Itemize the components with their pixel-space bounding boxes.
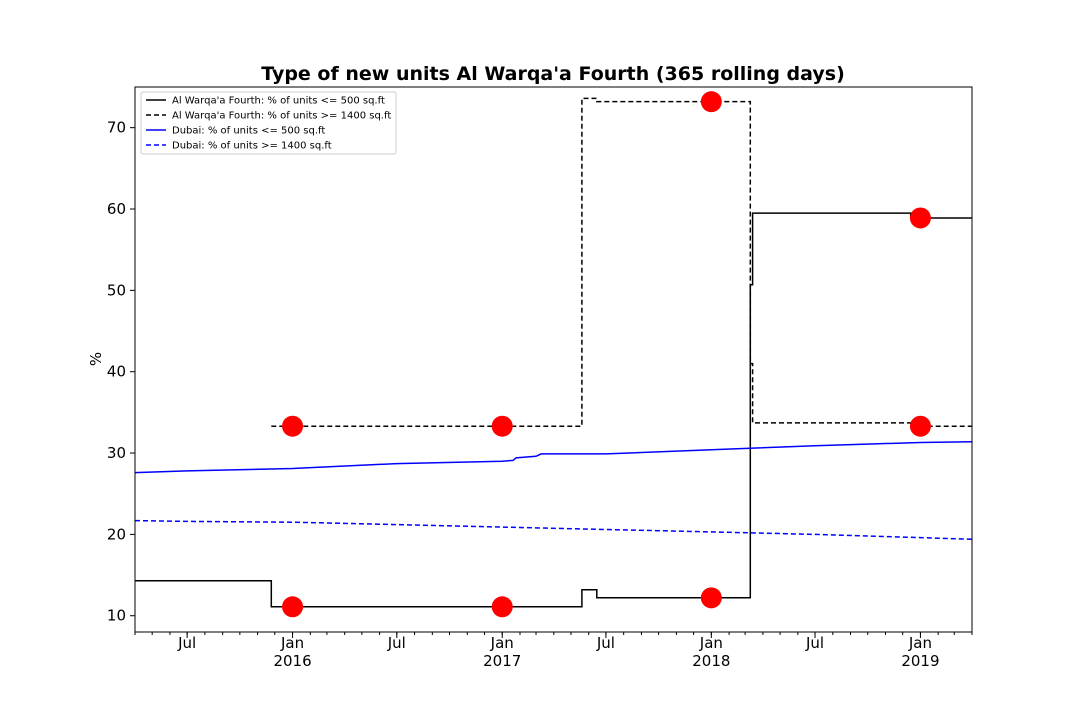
- legend-box: [140, 91, 397, 155]
- legend-label: Dubai: % of units >= 1400 sq.ft: [172, 141, 332, 152]
- data-marker: [909, 415, 931, 437]
- series-line-4: [134, 519, 973, 541]
- series-line-3: [134, 440, 973, 474]
- data-marker: [491, 596, 513, 618]
- series-line-1: [135, 212, 972, 608]
- legend: Al Warqa'a Fourth: % of units <= 500 sq.…: [140, 91, 397, 155]
- x-tick-label: Jan: [908, 634, 932, 652]
- y-axis: 10 20 30 40 50 60 70: [107, 119, 135, 625]
- data-marker: [700, 91, 722, 113]
- x-tick-label: Jul: [596, 634, 615, 652]
- y-tick-label: 40: [107, 363, 126, 381]
- y-tick-label: 30: [107, 444, 126, 462]
- x-tick-label: Jul: [177, 634, 196, 652]
- x-tick-label: Jul: [387, 634, 406, 652]
- y-tick-label: 20: [107, 525, 126, 543]
- y-tick-label: 60: [107, 200, 126, 218]
- plot-frame: [134, 86, 973, 633]
- data-marker: [491, 415, 513, 437]
- chart-title: Type of new units Al Warqa'a Fourth (365…: [261, 63, 845, 85]
- y-axis-label: %: [87, 352, 105, 366]
- series-layer: [134, 97, 973, 608]
- y-tick-label: 50: [107, 281, 126, 299]
- data-marker: [282, 596, 304, 618]
- x-tick-year-label: 2016: [273, 652, 311, 670]
- x-tick-label: Jan: [699, 634, 723, 652]
- data-marker: [700, 587, 722, 609]
- x-tick-year-label: 2018: [692, 652, 730, 670]
- x-tick-year-label: 2019: [901, 652, 939, 670]
- data-marker: [909, 207, 931, 229]
- data-marker: [282, 415, 304, 437]
- x-tick-label: Jan: [280, 634, 304, 652]
- x-tick-label: Jul: [805, 634, 824, 652]
- legend-label: Al Warqa'a Fourth: % of units <= 500 sq.…: [172, 96, 385, 107]
- y-tick-label: 10: [107, 607, 126, 625]
- marker-layer: [282, 91, 931, 618]
- legend-label: Dubai: % of units <= 500 sq.ft: [172, 126, 325, 137]
- y-tick-label: 70: [107, 119, 126, 137]
- legend-label: Al Warqa'a Fourth: % of units >= 1400 sq…: [172, 111, 391, 122]
- x-tick-label: Jan: [490, 634, 514, 652]
- x-tick-year-label: 2017: [483, 652, 521, 670]
